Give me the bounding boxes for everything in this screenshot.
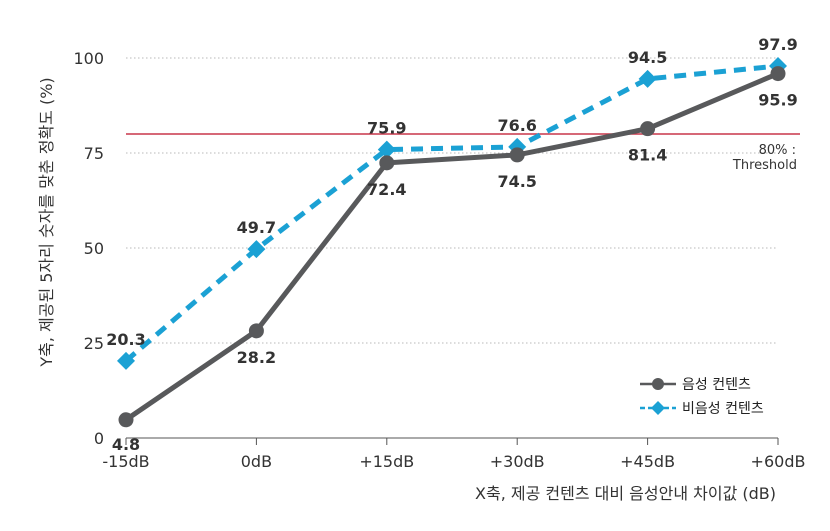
- series-line-nonvoice: [124, 63, 779, 363]
- axes: [125, 437, 779, 445]
- x-tick-label: +30dB: [490, 452, 545, 471]
- nonvoice-data-label: 94.5: [628, 48, 667, 67]
- data-labels: 4.8 28.2 72.4 74.5 81.4 95.9 20.3 49.7 75.9 76.6 9…: [106, 35, 797, 454]
- y-tick-label: 100: [73, 49, 104, 68]
- voice-data-label: 4.8: [112, 435, 140, 454]
- legend-label-voice: 음성 컨텐츠: [682, 377, 751, 393]
- voice-data-label: 95.9: [758, 91, 797, 110]
- voice-data-label: 74.5: [497, 172, 536, 191]
- voice-data-label: 72.4: [367, 180, 406, 199]
- threshold: 80% :Threshold: [126, 133, 800, 173]
- legend-marker-nonvoice: [651, 401, 665, 415]
- x-axis-title: X축, 제공 컨텐츠 대비 음성안내 차이값 (dB): [475, 484, 776, 503]
- gridlines: [126, 57, 778, 344]
- voice-point-marker: [379, 155, 395, 171]
- x-tick-label: +45dB: [620, 452, 675, 471]
- nonvoice-data-label: 49.7: [237, 218, 276, 237]
- y-axis-title: Y축, 제공된 5자리 숫자를 맞춘 정확도 (%): [37, 77, 56, 367]
- series-group: [117, 56, 787, 428]
- nonvoice-point-marker: [247, 240, 266, 259]
- nonvoice-data-label: 97.9: [758, 35, 797, 54]
- nonvoice-point-marker: [377, 140, 396, 159]
- legend-label-nonvoice: 비음성 컨텐츠: [682, 401, 764, 417]
- nonvoice-data-label: 75.9: [367, 119, 406, 138]
- voice-point-marker: [118, 412, 134, 428]
- voice-point-marker: [509, 147, 525, 163]
- x-tick-label: +60dB: [751, 452, 806, 471]
- y-tick-label: 50: [84, 239, 104, 258]
- nonvoice-data-label: 20.3: [106, 330, 145, 349]
- voice-point-marker: [770, 66, 786, 82]
- y-tick-label: 25: [84, 334, 104, 353]
- nonvoice-data-label: 76.6: [497, 116, 536, 135]
- voice-data-label: 81.4: [628, 146, 667, 165]
- series-line-voice: [124, 71, 779, 422]
- voice-point-marker: [248, 323, 264, 339]
- voice-point-marker: [640, 121, 656, 137]
- x-tick-label: +15dB: [359, 452, 414, 471]
- voice-data-label: 28.2: [237, 348, 276, 367]
- nonvoice-point-marker: [117, 351, 135, 370]
- x-tick-label: 0dB: [241, 452, 272, 471]
- legend-marker-voice: [652, 378, 664, 390]
- y-tick-label: 75: [84, 144, 104, 163]
- threshold-label-value: 80% :: [759, 143, 796, 158]
- threshold-label-text: Threshold: [732, 158, 797, 173]
- nonvoice-point-marker: [638, 69, 657, 88]
- x-tick-label: -15dB: [102, 452, 149, 471]
- y-tick-label: 0: [94, 429, 104, 448]
- tick-labels: 0 25 50 75 100 -15dB 0dB +15dB +30dB +45dB +60dB: [73, 49, 805, 471]
